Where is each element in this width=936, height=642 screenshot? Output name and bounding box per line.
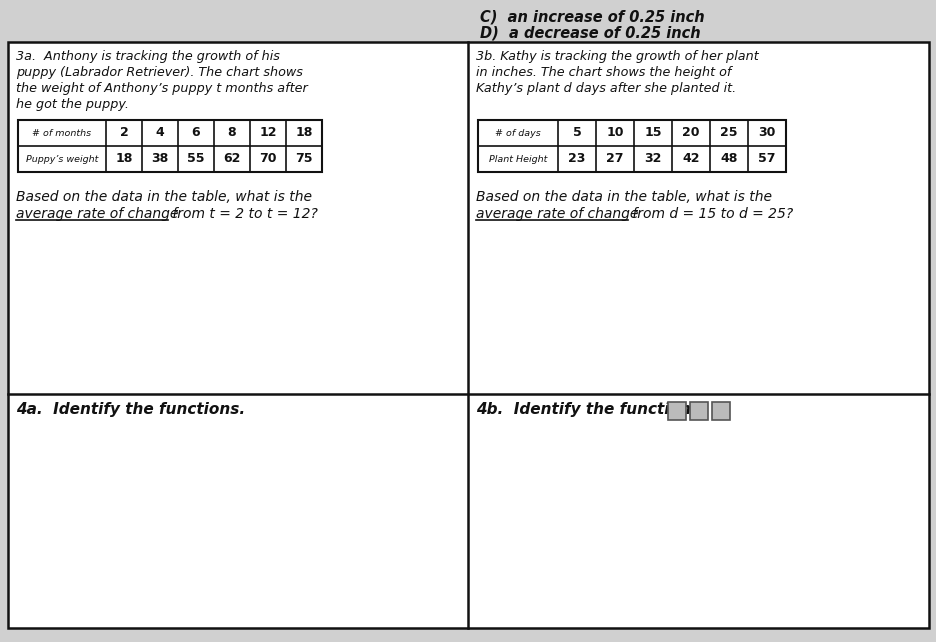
Text: Plant Height: Plant Height xyxy=(489,155,547,164)
Text: average rate of change: average rate of change xyxy=(16,207,178,221)
Text: 4a.  Identify the functions.: 4a. Identify the functions. xyxy=(16,402,245,417)
Text: 38: 38 xyxy=(152,153,168,166)
Text: the weight of Anthony’s puppy t months after: the weight of Anthony’s puppy t months a… xyxy=(16,82,307,95)
Polygon shape xyxy=(667,402,685,420)
Text: 27: 27 xyxy=(606,153,623,166)
Text: D)  a decrease of 0.25 inch: D) a decrease of 0.25 inch xyxy=(479,26,700,41)
Polygon shape xyxy=(477,120,785,172)
Text: 4: 4 xyxy=(155,126,164,139)
Text: in inches. The chart shows the height of: in inches. The chart shows the height of xyxy=(475,66,731,79)
Text: 3a.  Anthony is tracking the growth of his: 3a. Anthony is tracking the growth of hi… xyxy=(16,50,280,63)
Text: average rate of change: average rate of change xyxy=(475,207,637,221)
Text: 42: 42 xyxy=(681,153,699,166)
Text: from t = 2 to t = 12?: from t = 2 to t = 12? xyxy=(168,207,317,221)
Text: 32: 32 xyxy=(644,153,661,166)
Text: 62: 62 xyxy=(223,153,241,166)
Text: 18: 18 xyxy=(115,153,133,166)
Text: 8: 8 xyxy=(227,126,236,139)
Text: 3b. Kathy is tracking the growth of her plant: 3b. Kathy is tracking the growth of her … xyxy=(475,50,758,63)
Text: puppy (Labrador Retriever). The chart shows: puppy (Labrador Retriever). The chart sh… xyxy=(16,66,302,79)
Text: 18: 18 xyxy=(295,126,313,139)
Text: Puppy’s weight: Puppy’s weight xyxy=(26,155,98,164)
Text: 20: 20 xyxy=(681,126,699,139)
Polygon shape xyxy=(689,402,708,420)
Text: 10: 10 xyxy=(606,126,623,139)
Text: Based on the data in the table, what is the: Based on the data in the table, what is … xyxy=(475,190,771,204)
Text: 6: 6 xyxy=(192,126,200,139)
Text: 15: 15 xyxy=(644,126,661,139)
Text: C)  an increase of 0.25 inch: C) an increase of 0.25 inch xyxy=(479,10,704,25)
Text: 48: 48 xyxy=(720,153,737,166)
Text: 4b.  Identify the functions.: 4b. Identify the functions. xyxy=(475,402,705,417)
Text: Based on the data in the table, what is the: Based on the data in the table, what is … xyxy=(16,190,312,204)
Text: # of months: # of months xyxy=(33,128,92,137)
Text: 2: 2 xyxy=(120,126,128,139)
Polygon shape xyxy=(711,402,729,420)
Text: 30: 30 xyxy=(757,126,775,139)
Text: 12: 12 xyxy=(259,126,276,139)
Text: 5: 5 xyxy=(572,126,580,139)
Text: 55: 55 xyxy=(187,153,205,166)
Text: he got the puppy.: he got the puppy. xyxy=(16,98,129,111)
Polygon shape xyxy=(8,42,928,628)
Text: # of days: # of days xyxy=(494,128,540,137)
Text: 75: 75 xyxy=(295,153,313,166)
Text: from d = 15 to d = 25?: from d = 15 to d = 25? xyxy=(627,207,793,221)
Text: Kathy’s plant d days after she planted it.: Kathy’s plant d days after she planted i… xyxy=(475,82,736,95)
Text: 57: 57 xyxy=(757,153,775,166)
Text: 70: 70 xyxy=(259,153,276,166)
Text: 25: 25 xyxy=(720,126,737,139)
Text: 23: 23 xyxy=(568,153,585,166)
Polygon shape xyxy=(18,120,322,172)
